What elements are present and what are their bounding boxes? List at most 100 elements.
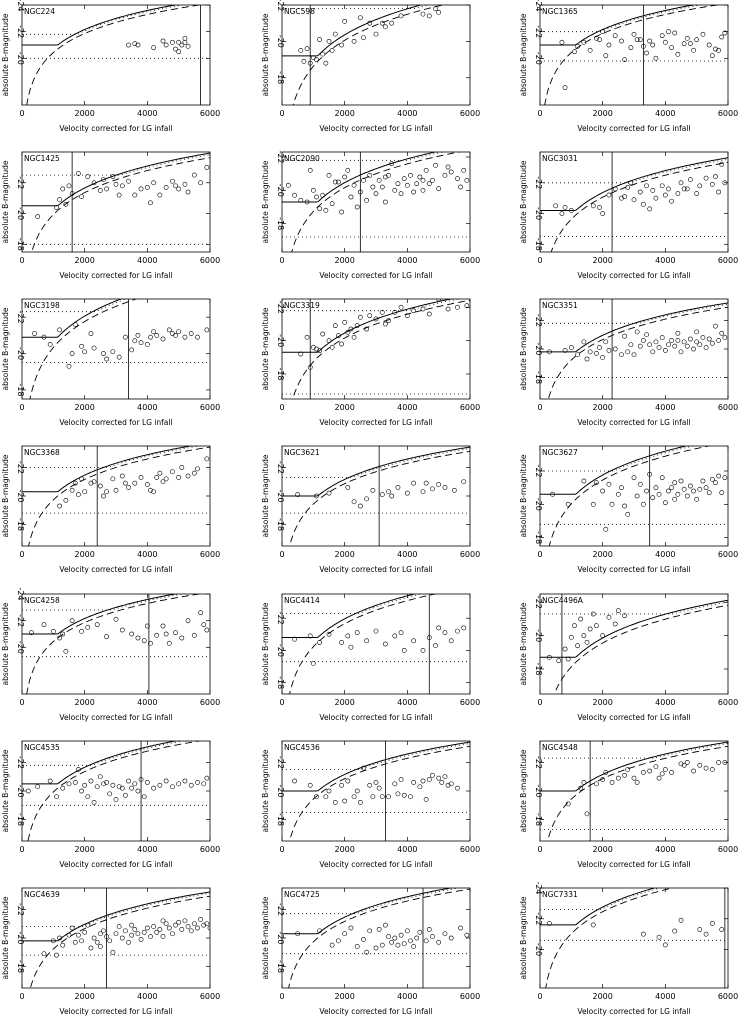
y-tick-label: -18	[534, 813, 543, 826]
data-point	[292, 778, 297, 784]
data-point	[382, 641, 388, 647]
data-point	[204, 775, 210, 781]
data-point	[417, 174, 423, 180]
data-point	[622, 613, 627, 619]
data-point	[703, 175, 709, 181]
data-point	[429, 934, 435, 939]
y-tick-label: -20	[276, 931, 285, 944]
data-point	[662, 767, 668, 772]
data-point	[420, 187, 426, 193]
limit-dashed-curve	[26, 5, 202, 105]
x-tick-label: 2000	[334, 109, 354, 118]
data-point	[151, 489, 156, 495]
limit-dashed-curve	[553, 604, 728, 694]
data-point	[317, 928, 322, 934]
data-point	[659, 771, 665, 777]
y-tick-label: -18	[534, 662, 543, 675]
x-tick-label: 4000	[397, 403, 417, 412]
data-point	[392, 781, 398, 787]
x-axis-label: Velocity corrected for LG infall	[319, 271, 432, 280]
x-tick-label: 0	[19, 109, 24, 118]
x-axis-label: Velocity corrected for LG infall	[59, 860, 172, 869]
data-point	[110, 949, 116, 955]
data-point	[559, 211, 565, 216]
data-point	[716, 338, 721, 343]
plot-area	[282, 446, 470, 546]
x-tick-label: 0	[279, 992, 284, 1001]
y-tick-label: -20	[16, 784, 25, 797]
data-point	[354, 323, 360, 329]
x-tick-label: 2000	[74, 550, 94, 559]
data-point	[314, 493, 319, 499]
data-point	[455, 176, 460, 182]
model-solid-curve	[540, 5, 696, 46]
data-point	[160, 479, 166, 485]
plot-area	[22, 299, 210, 399]
data-point	[688, 336, 693, 342]
panel-title: NGC224	[24, 7, 55, 16]
data-point	[414, 181, 420, 187]
data-point	[700, 335, 706, 340]
data-point	[445, 306, 451, 312]
data-point	[148, 200, 153, 206]
data-point	[198, 917, 203, 922]
chart-panel-ngc3351: 0 2000 4000 6000 -22 -20 -18 Velocity corrected…	[519, 298, 738, 427]
data-point	[91, 935, 97, 941]
band-upper-dotted	[22, 741, 185, 766]
data-point	[141, 638, 147, 644]
data-point	[141, 794, 147, 800]
data-point	[575, 352, 580, 358]
data-point	[584, 639, 590, 645]
limit-dashed-curve	[289, 745, 470, 841]
data-point	[94, 622, 100, 628]
x-tick-label: 0	[19, 992, 24, 1001]
data-point	[678, 180, 684, 186]
data-point	[562, 85, 568, 91]
data-point	[697, 486, 703, 492]
data-point	[351, 334, 357, 340]
data-point	[706, 490, 712, 496]
data-point	[612, 186, 618, 192]
x-tick-label: 6000	[460, 845, 480, 854]
data-point	[436, 939, 442, 945]
y-axis-label: absolute B-magnitude	[1, 13, 10, 96]
data-point	[72, 780, 78, 785]
data-point	[634, 37, 640, 43]
data-point	[370, 794, 376, 800]
y-tick-label: -22	[276, 150, 285, 163]
data-point	[345, 485, 351, 490]
x-tick-label: 6000	[200, 698, 220, 707]
data-point	[148, 640, 153, 646]
y-tick-label: -20	[16, 207, 25, 220]
data-point	[173, 922, 178, 928]
data-point	[66, 932, 72, 938]
data-point	[132, 927, 138, 932]
plot-area	[22, 741, 210, 841]
data-point	[185, 618, 191, 624]
data-point	[398, 191, 404, 197]
data-point	[666, 342, 671, 348]
data-point	[675, 330, 681, 336]
data-point	[292, 192, 297, 198]
data-point	[104, 934, 109, 939]
data-point	[354, 788, 360, 794]
x-tick-label: 2000	[74, 109, 94, 118]
data-point	[691, 47, 696, 53]
limit-dashed-curve	[28, 446, 210, 546]
data-point	[41, 622, 47, 628]
data-point	[392, 633, 398, 639]
data-point	[634, 780, 640, 785]
data-point	[141, 929, 147, 935]
panel-title: NGC3627	[542, 448, 578, 457]
data-point	[101, 351, 106, 356]
data-point	[176, 781, 182, 787]
data-point	[653, 195, 659, 201]
data-point	[386, 318, 391, 324]
x-tick-label: 4000	[655, 698, 675, 707]
limit-dashed-curve	[547, 306, 728, 399]
limit-dashed-curve	[29, 895, 210, 988]
data-point	[653, 339, 659, 345]
data-point	[126, 42, 131, 48]
y-tick-label: -22	[16, 461, 25, 474]
y-tick-label: -20	[534, 342, 543, 355]
